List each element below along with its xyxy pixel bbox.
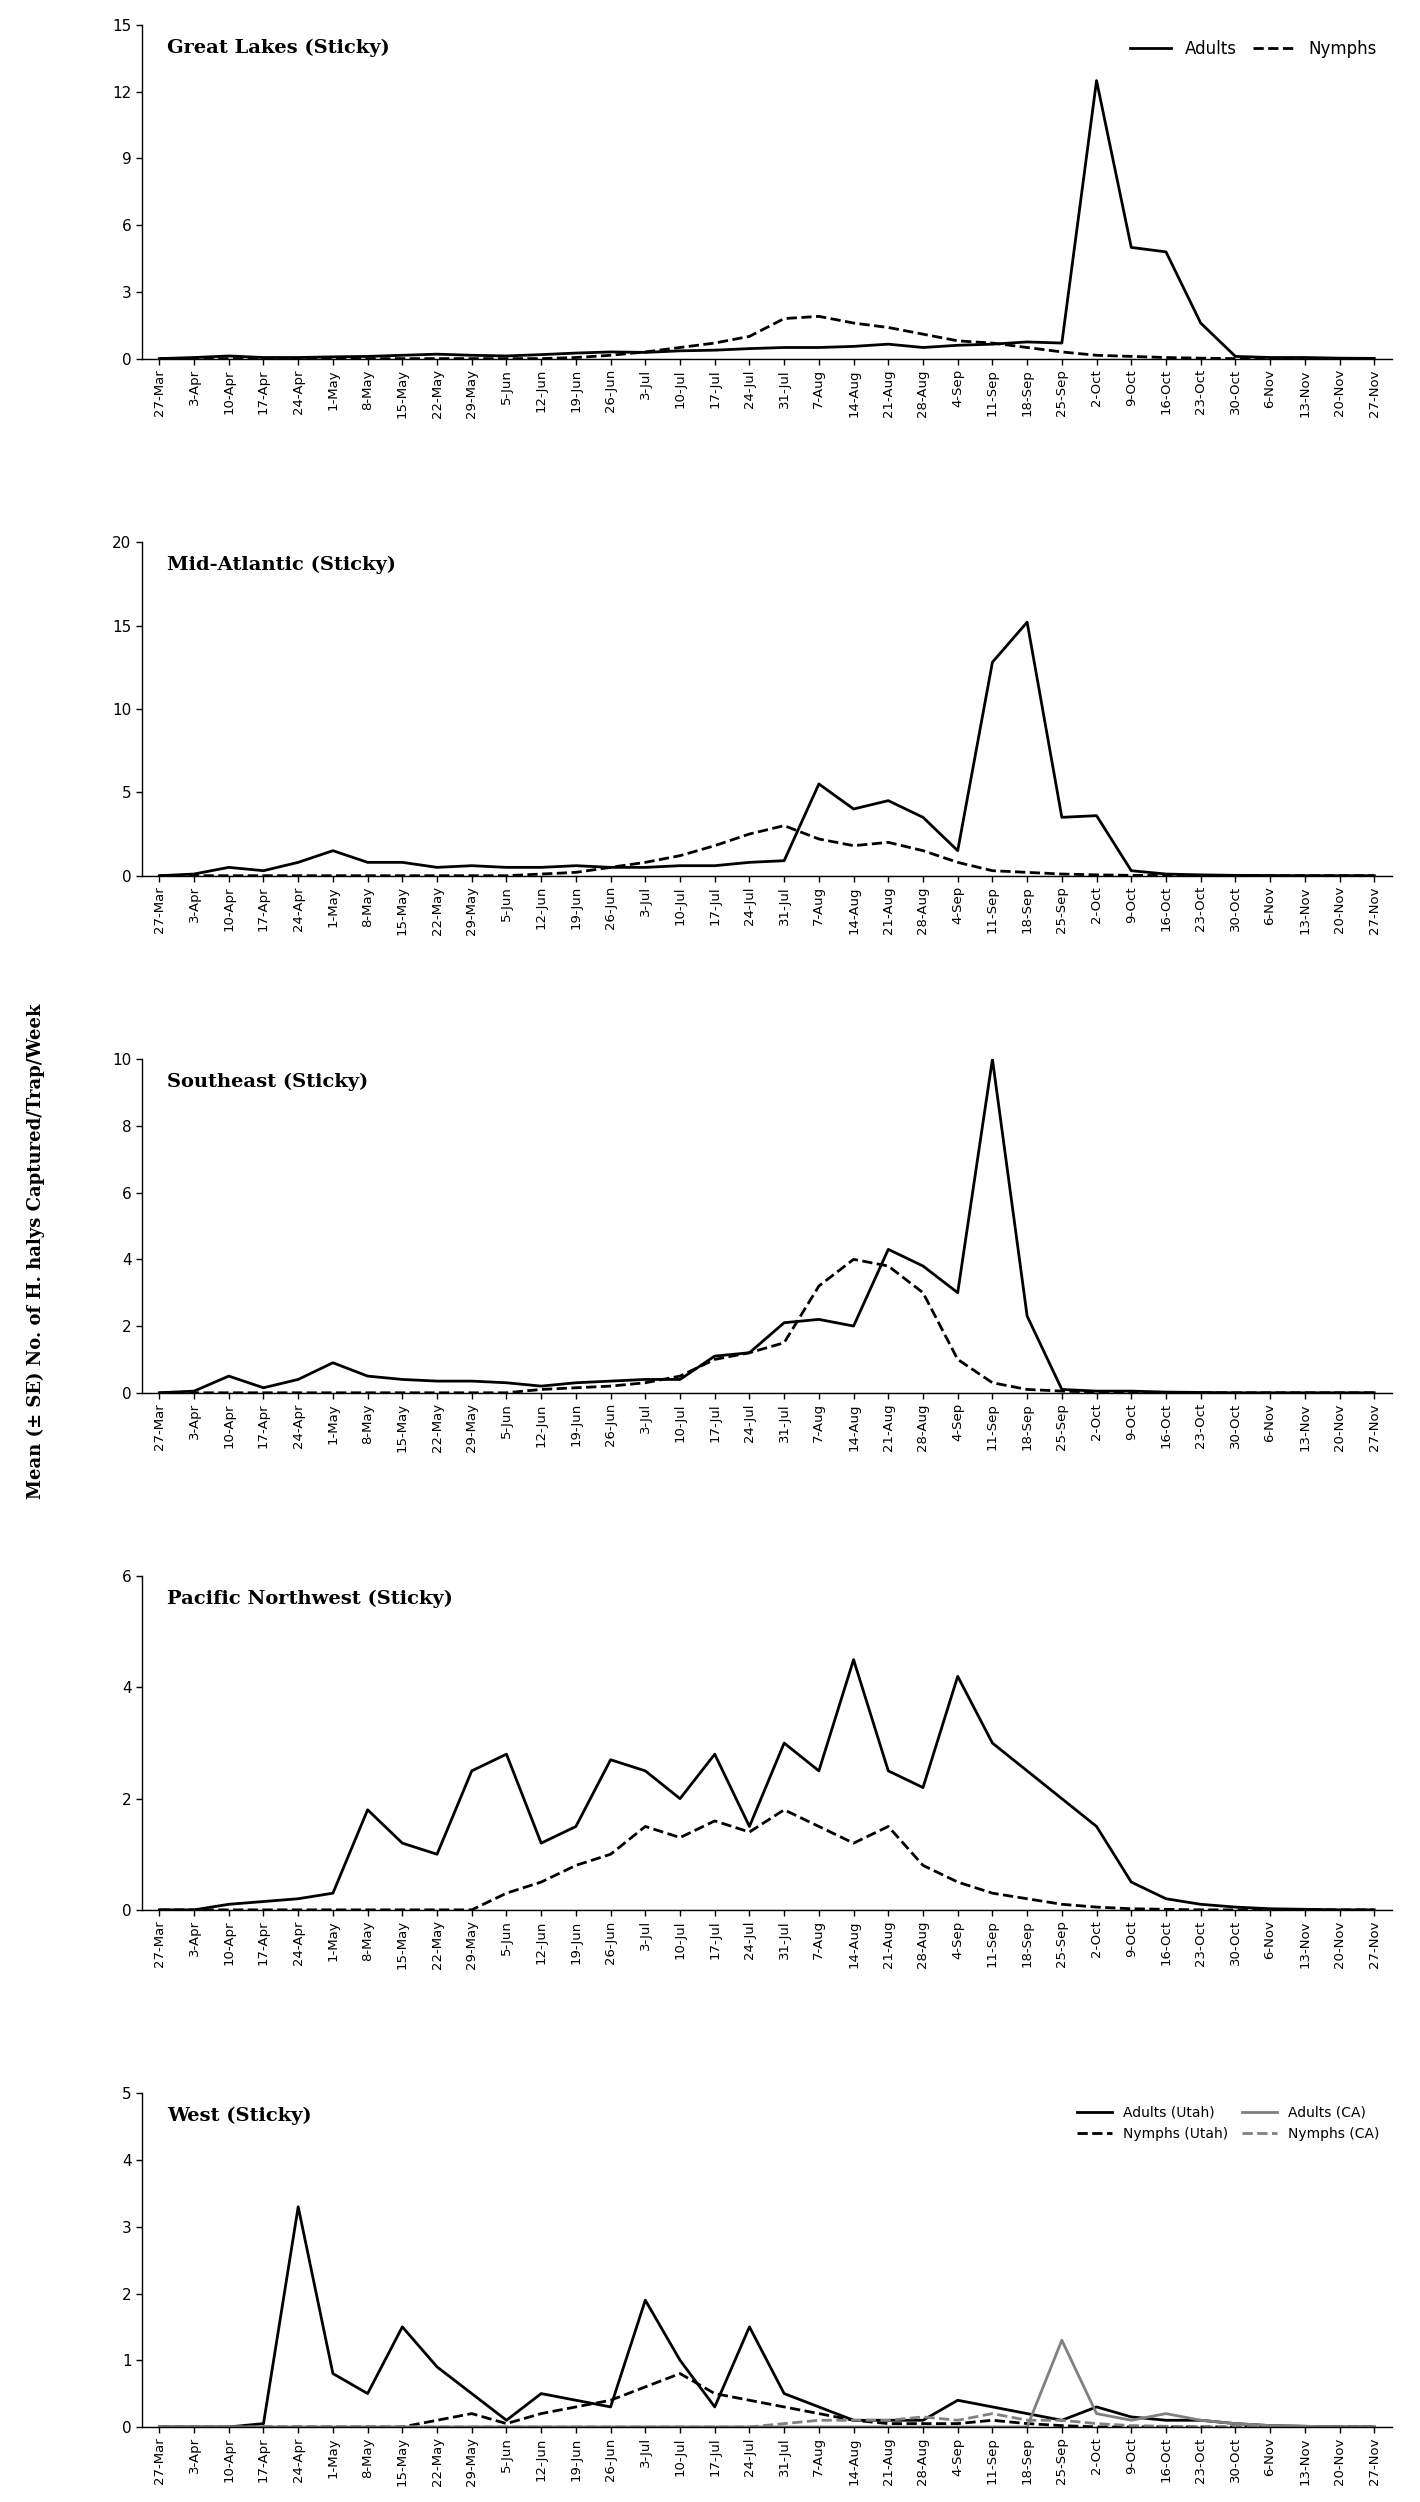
Text: Great Lakes (Sticky): Great Lakes (Sticky): [168, 38, 389, 58]
Text: Mid-Atlantic (Sticky): Mid-Atlantic (Sticky): [168, 555, 396, 573]
Text: Southeast (Sticky): Southeast (Sticky): [168, 1073, 368, 1091]
Text: Pacific Northwest (Sticky): Pacific Northwest (Sticky): [168, 1589, 453, 1609]
Legend: Adults (Utah), Nymphs (Utah), Adults (CA), Nymphs (CA): Adults (Utah), Nymphs (Utah), Adults (CA…: [1072, 2099, 1384, 2147]
Legend: Adults, Nymphs: Adults, Nymphs: [1123, 33, 1383, 65]
Text: West (Sticky): West (Sticky): [168, 2107, 311, 2124]
Text: Mean (± SE) No. of H. halys Captured/Trap/Week: Mean (± SE) No. of H. halys Captured/Tra…: [27, 1003, 44, 1499]
